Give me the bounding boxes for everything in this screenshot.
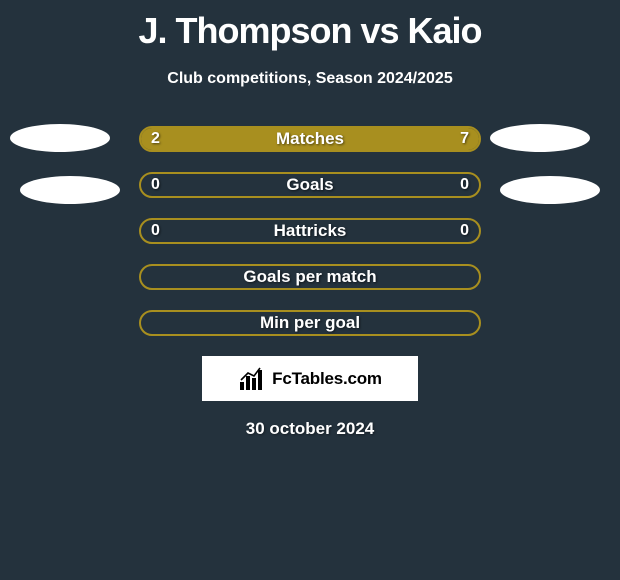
stat-bar: Goals0 0 (139, 172, 481, 198)
stat-label: Matches (141, 128, 479, 150)
stat-bar: Goals per match (139, 264, 481, 290)
team-logo-left (10, 124, 110, 152)
stat-row: Min per goal (0, 310, 620, 336)
stat-bar: Min per goal (139, 310, 481, 336)
stat-value-left: 0 (151, 174, 160, 196)
stat-label: Goals (141, 174, 479, 196)
stat-rows: Matches27Goals00Hattricks00Goals per mat… (0, 126, 620, 336)
stat-value-left: 2 (151, 128, 160, 150)
stat-label: Min per goal (141, 312, 479, 334)
stat-bar: Hattricks0 0 (139, 218, 481, 244)
bars-icon (238, 366, 268, 392)
stat-row: Goals per match (0, 264, 620, 290)
subtitle: Club competitions, Season 2024/2025 (0, 70, 620, 88)
stat-value-right: 0 (460, 220, 469, 242)
team-logo-right (500, 176, 600, 204)
footer-logo: FcTables.com (202, 356, 418, 401)
stat-label: Hattricks (141, 220, 479, 242)
stat-row: Hattricks0 0 (0, 218, 620, 244)
stat-bar: Matches2 7 (139, 126, 481, 152)
team-logo-left (20, 176, 120, 204)
stat-value-left: 0 (151, 220, 160, 242)
stat-value-right: 7 (460, 128, 469, 150)
stat-label: Goals per match (141, 266, 479, 288)
stat-value-right: 0 (460, 174, 469, 196)
footer-logo-text: FcTables.com (272, 369, 382, 389)
date-text: 30 october 2024 (0, 419, 620, 439)
team-logo-right (490, 124, 590, 152)
page-title: J. Thompson vs Kaio (0, 0, 620, 52)
